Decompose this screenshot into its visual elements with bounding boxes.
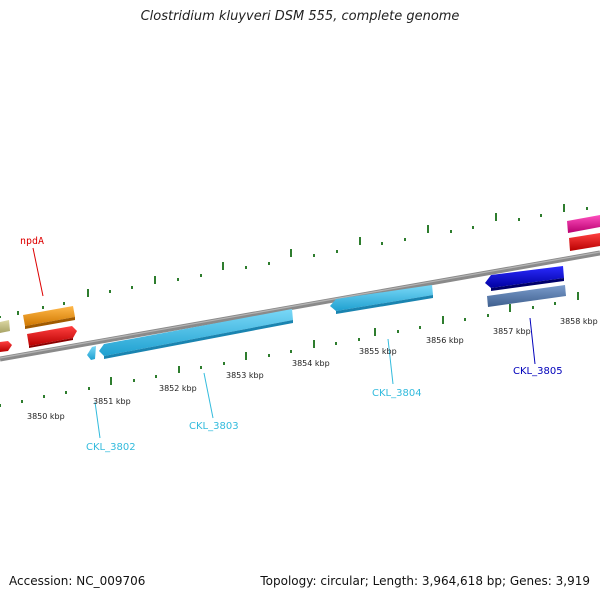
outer-tick-track — [0, 204, 588, 318]
CKL_3803-leader — [203, 372, 214, 419]
inner-tick-track — [0, 292, 579, 407]
scale-label-3850: 3850 kbp — [27, 412, 65, 421]
gene-red-cds-left[interactable] — [27, 326, 77, 348]
scale-label-3854: 3854 kbp — [292, 359, 330, 368]
gene-CKL_3805-cds[interactable] — [485, 266, 564, 291]
scale-label-3855: 3855 kbp — [359, 347, 397, 356]
genome-title: Clostridium kluyveri DSM 555, complete g… — [140, 9, 460, 24]
CKL_3802-leader — [94, 401, 101, 439]
scale-label-3857: 3857 kbp — [493, 327, 531, 336]
gene-CKL_3802-cds[interactable] — [87, 346, 96, 360]
gene-label-CKL_3802: CKL_3802 — [86, 442, 136, 453]
gene-red-cds-edge[interactable] — [0, 341, 12, 352]
scale-label-3858: 3858 kbp — [560, 317, 598, 326]
gene-label-CKL_3803: CKL_3803 — [189, 421, 239, 432]
gene-label-CKL_3804: CKL_3804 — [372, 388, 422, 399]
genome-backbone — [0, 250, 600, 362]
gene-red-cds-right[interactable] — [569, 233, 600, 251]
scale-label-3852: 3852 kbp — [159, 384, 197, 393]
genome-backbone-highlight — [0, 251, 600, 359]
scale-label-3856: 3856 kbp — [426, 336, 464, 345]
gene-CKL_3804-cds[interactable] — [330, 285, 433, 314]
npdA-leader — [32, 247, 44, 297]
scale-label-3853: 3853 kbp — [226, 371, 264, 380]
CKL_3805-leader — [529, 317, 536, 365]
gene-khaki-cds[interactable] — [0, 320, 10, 333]
gene-CKL_3803-cds[interactable] — [99, 309, 293, 359]
gene-steel-blue-cds[interactable] — [487, 285, 566, 307]
footer-accession: Accession: NC_009706 — [9, 574, 146, 588]
gene-label-CKL_3805: CKL_3805 — [513, 366, 563, 377]
gene-label-npdA: npdA — [20, 236, 44, 247]
CKL_3804-leader — [387, 338, 394, 385]
footer-topology: Topology: circular; Length: 3,964,618 bp… — [260, 574, 590, 588]
gene-orange-cds[interactable] — [23, 306, 75, 329]
gene-magenta-cds[interactable] — [567, 215, 600, 233]
scale-label-3851: 3851 kbp — [93, 397, 131, 406]
